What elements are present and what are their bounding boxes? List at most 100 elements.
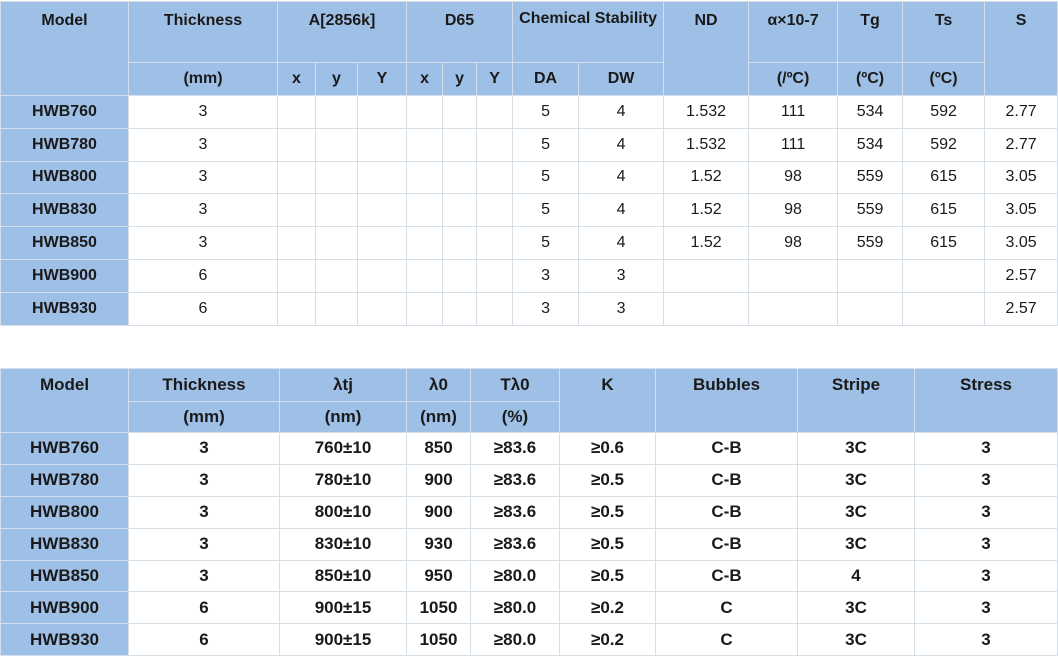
cell-ts: 615 [902, 193, 986, 228]
cell-ltj: 900±15 [279, 623, 407, 656]
cell-stress: 3 [914, 495, 1058, 529]
cell-model: HWB930 [0, 291, 129, 326]
cell-aY [356, 291, 408, 326]
cell-dx [406, 95, 444, 129]
cell-model: HWB760 [0, 95, 129, 129]
cell-ltj: 900±15 [279, 591, 407, 625]
table-row: HWB930 6 3 3 2.57 [0, 291, 1058, 326]
header-thickness: Thickness [128, 368, 280, 402]
cell-alpha: 111 [748, 127, 839, 162]
cell-dy [442, 127, 478, 162]
header-tg: Tg [837, 1, 904, 63]
cell-aY [356, 95, 408, 129]
cell-l0: 1050 [406, 591, 471, 625]
cell-model: HWB900 [0, 258, 129, 293]
cell-stress: 3 [914, 463, 1058, 497]
cell-dx [406, 291, 444, 326]
table-row: HWB830 3 5 4 1.52 98 559 615 3.05 [0, 193, 1058, 228]
cell-alpha [748, 258, 839, 293]
header-s: S [984, 1, 1058, 96]
cell-ltj: 760±10 [279, 432, 407, 465]
cell-thickness: 3 [128, 463, 280, 497]
cell-tl0: ≥80.0 [470, 559, 560, 593]
cell-dY [476, 258, 514, 293]
cell-ax [277, 258, 316, 293]
cell-dY [476, 291, 514, 326]
cell-stripe: 3C [797, 495, 915, 529]
cell-l0: 850 [406, 432, 471, 465]
cell-dw: 4 [578, 226, 665, 260]
header-d-y: y [442, 62, 478, 96]
table-row: HWB780 3 780±10 900 ≥83.6 ≥0.5 C-B 3C 3 [0, 463, 1058, 497]
header-d-Y: Y [476, 62, 514, 96]
header-a-x: x [277, 62, 316, 96]
cell-dw: 4 [578, 95, 665, 129]
cell-da: 5 [512, 193, 580, 228]
table-row: HWB760 3 5 4 1.532 111 534 592 2.77 [0, 95, 1058, 129]
cell-ts [902, 258, 986, 293]
cell-tg [837, 258, 904, 293]
cell-nd: 1.532 [663, 127, 750, 162]
cell-thickness: 3 [128, 559, 280, 593]
cell-dx [406, 226, 444, 260]
cell-nd: 1.52 [663, 193, 750, 228]
cell-dw: 4 [578, 160, 665, 195]
cell-alpha: 111 [748, 95, 839, 129]
cell-dw: 4 [578, 193, 665, 228]
cell-dy [442, 291, 478, 326]
cell-dy [442, 95, 478, 129]
header-stress: Stress [914, 368, 1058, 433]
header-da: DA [512, 62, 580, 96]
cell-ltj: 830±10 [279, 527, 407, 561]
cell-dY [476, 95, 514, 129]
cell-ay [315, 291, 358, 326]
header-ts-unit: (ºC) [902, 62, 986, 96]
cell-dY [476, 226, 514, 260]
cell-aY [356, 160, 408, 195]
cell-nd: 1.52 [663, 160, 750, 195]
table-row: HWB850 3 850±10 950 ≥80.0 ≥0.5 C-B 4 3 [0, 559, 1058, 593]
cell-bubbles: C-B [655, 527, 798, 561]
cell-s: 3.05 [984, 226, 1058, 260]
cell-tg: 559 [837, 193, 904, 228]
cell-bubbles: C-B [655, 463, 798, 497]
cell-ay [315, 160, 358, 195]
header-ts: Ts [902, 1, 986, 63]
cell-ay [315, 258, 358, 293]
cell-alpha: 98 [748, 193, 839, 228]
cell-k: ≥0.5 [559, 463, 656, 497]
cell-dw: 3 [578, 258, 665, 293]
header-model: Model [0, 1, 129, 96]
cell-thickness: 3 [128, 495, 280, 529]
cell-k: ≥0.5 [559, 527, 656, 561]
glass-properties-table: Model Thickness A[2856k] D65 Chemical St… [0, 1, 1058, 326]
cell-bubbles: C [655, 623, 798, 656]
cell-tg: 534 [837, 127, 904, 162]
cell-dy [442, 160, 478, 195]
cell-s: 3.05 [984, 160, 1058, 195]
cell-ltj: 800±10 [279, 495, 407, 529]
cell-thickness: 6 [128, 623, 280, 656]
cell-nd: 1.52 [663, 226, 750, 260]
cell-thickness: 6 [128, 291, 278, 326]
cell-dY [476, 193, 514, 228]
header-alpha-unit: (/ºC) [748, 62, 839, 96]
cell-model: HWB800 [0, 495, 129, 529]
cell-thickness: 3 [128, 160, 278, 195]
cell-model: HWB780 [0, 127, 129, 162]
table-row: HWB830 3 830±10 930 ≥83.6 ≥0.5 C-B 3C 3 [0, 527, 1058, 561]
cell-ay [315, 226, 358, 260]
cell-stripe: 3C [797, 432, 915, 465]
cell-model: HWB800 [0, 160, 129, 195]
table-row: HWB930 6 900±15 1050 ≥80.0 ≥0.2 C 3C 3 [0, 623, 1058, 656]
cell-alpha: 98 [748, 226, 839, 260]
cell-bubbles: C-B [655, 432, 798, 465]
cell-model: HWB830 [0, 193, 129, 228]
cell-k: ≥0.6 [559, 432, 656, 465]
cell-ts: 592 [902, 95, 986, 129]
cell-stripe: 3C [797, 623, 915, 656]
cell-ay [315, 95, 358, 129]
cell-l0: 1050 [406, 623, 471, 656]
cell-k: ≥0.5 [559, 495, 656, 529]
cell-alpha [748, 291, 839, 326]
